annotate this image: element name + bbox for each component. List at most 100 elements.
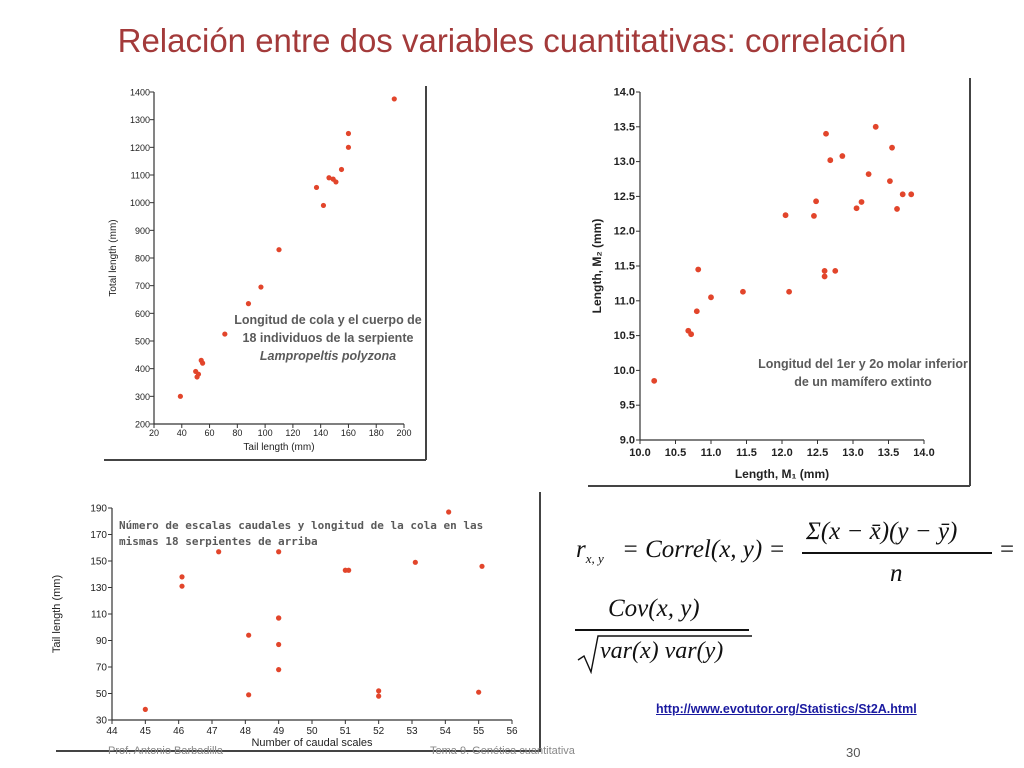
x-tick-label: 51 bbox=[340, 726, 352, 737]
data-point bbox=[338, 166, 345, 173]
y-tick-label: 110 bbox=[91, 610, 107, 621]
x-tick-label: 44 bbox=[106, 726, 118, 737]
data-point bbox=[276, 615, 282, 621]
y-tick-label: 13.0 bbox=[614, 156, 635, 168]
y-tick-label: 50 bbox=[96, 689, 108, 700]
data-point bbox=[688, 331, 695, 338]
data-point bbox=[333, 179, 339, 185]
x-tick-label: 11.5 bbox=[736, 447, 757, 459]
y-tick-label: 11.5 bbox=[614, 261, 635, 273]
data-point bbox=[782, 212, 789, 219]
x-tick-label: 10.5 bbox=[665, 447, 686, 459]
data-point bbox=[476, 689, 482, 695]
x-tick-label: 120 bbox=[285, 428, 300, 438]
data-point bbox=[216, 549, 222, 555]
x-tick-label: 200 bbox=[396, 428, 411, 438]
y-tick-label: 1200 bbox=[130, 143, 150, 153]
x-tick-label: 52 bbox=[373, 726, 385, 737]
caption-chart3: Número de escalas caudales y longitud de… bbox=[119, 519, 484, 548]
y-tick-label: 170 bbox=[90, 530, 107, 541]
y-tick-label: 300 bbox=[135, 392, 150, 402]
y-tick-label: 1400 bbox=[130, 88, 150, 98]
data-point bbox=[276, 667, 282, 673]
y-tick-label: 90 bbox=[96, 636, 108, 647]
data-point bbox=[853, 205, 860, 212]
y-tick-label: 10.0 bbox=[614, 365, 635, 377]
data-point bbox=[811, 212, 817, 219]
formula-equals-end: = bbox=[1000, 536, 1015, 563]
x-axis-label: Length, M₁ (mm) bbox=[735, 467, 829, 481]
data-point bbox=[872, 123, 879, 130]
y-tick-label: 1100 bbox=[131, 171, 150, 181]
data-point bbox=[195, 371, 202, 377]
formula-cov: Cov(x, y) bbox=[608, 595, 700, 622]
formula-fraction-line bbox=[802, 552, 992, 554]
data-point bbox=[142, 706, 148, 712]
y-tick-label: 600 bbox=[135, 309, 150, 319]
formula-var: var(x) var(y) bbox=[600, 638, 724, 664]
data-point bbox=[276, 247, 282, 253]
data-point bbox=[222, 331, 228, 337]
data-point bbox=[832, 267, 839, 274]
formula-correl: = Correl(x, y) = bbox=[622, 536, 786, 563]
evotutor-link[interactable]: http://www.evotutor.org/Statistics/St2A.… bbox=[656, 702, 917, 716]
data-point bbox=[376, 693, 382, 699]
data-point bbox=[821, 273, 828, 280]
data-point bbox=[479, 563, 485, 569]
x-tick-label: 47 bbox=[206, 726, 218, 737]
y-tick-label: 9.5 bbox=[620, 400, 635, 412]
x-tick-label: 46 bbox=[173, 726, 185, 737]
y-tick-label: 10.5 bbox=[614, 330, 635, 342]
data-point bbox=[887, 178, 893, 184]
footer-author: Prof. Antonio Barbadilla bbox=[108, 745, 223, 757]
data-point bbox=[708, 294, 714, 301]
y-tick-label: 30 bbox=[96, 716, 108, 727]
chart-molar: 10.0 10.5 11.0 11.5 12.0 12.5 13.0 13.5 14.0 9.0 9… bbox=[588, 78, 974, 488]
scatter-plot-caudal: 44 45 46 47 48 49 50 51 52 53 54 55 56 30 50 70 90 110 130… bbox=[51, 492, 541, 752]
data-point bbox=[246, 632, 252, 638]
y-tick-label: 800 bbox=[135, 254, 150, 264]
data-point bbox=[827, 157, 834, 164]
formula-denominator: n bbox=[890, 560, 903, 587]
data-point bbox=[345, 130, 352, 137]
caption-chart2: Longitud del 1er y 2o molar inferior de … bbox=[758, 357, 968, 389]
data-point bbox=[276, 549, 282, 555]
caption-chart1-text: Longitud de cola y el cuerpo de 18 indiv… bbox=[234, 313, 422, 345]
x-tick-label: 180 bbox=[369, 428, 384, 438]
y-tick-label: 190 bbox=[90, 504, 107, 515]
formula-numerator: Σ(x − x̄)(y − ȳ) bbox=[806, 518, 958, 545]
data-point bbox=[320, 202, 327, 209]
x-tick-label: 13.5 bbox=[878, 447, 899, 459]
data-point bbox=[179, 574, 185, 580]
formula-lhs: rx, y bbox=[576, 536, 604, 567]
data-point bbox=[412, 559, 418, 565]
data-point bbox=[839, 153, 846, 159]
x-tick-label: 45 bbox=[140, 726, 152, 737]
data-point bbox=[200, 360, 206, 366]
y-tick-label: 400 bbox=[135, 364, 150, 374]
x-tick-label: 11.0 bbox=[701, 447, 722, 459]
chart-caudal: 44 45 46 47 48 49 50 51 52 53 54 55 56 30 50 70 90 110 130… bbox=[48, 490, 548, 752]
data-point bbox=[177, 393, 183, 399]
data-point bbox=[376, 688, 382, 694]
x-tick-label: 40 bbox=[177, 428, 187, 438]
y-tick-label: 150 bbox=[90, 557, 107, 568]
x-tick-label: 55 bbox=[473, 726, 485, 737]
data-point bbox=[246, 692, 252, 698]
data-point bbox=[345, 144, 352, 150]
data-point bbox=[786, 288, 792, 295]
x-tick-label: 20 bbox=[149, 428, 159, 438]
data-point bbox=[346, 567, 352, 573]
x-tick-label: 56 bbox=[506, 726, 518, 737]
y-tick-label: 900 bbox=[135, 226, 150, 236]
x-tick-label: 80 bbox=[232, 428, 242, 438]
x-tick-label: 53 bbox=[406, 726, 418, 737]
y-tick-label: 1000 bbox=[130, 198, 150, 208]
x-tick-label: 13.0 bbox=[842, 447, 863, 459]
x-tick-label: 48 bbox=[240, 726, 252, 737]
caption-chart1: Longitud de cola y el cuerpo de 18 indiv… bbox=[226, 311, 430, 365]
y-tick-label: 12.0 bbox=[614, 226, 635, 238]
formula-subscript: x, y bbox=[585, 551, 604, 566]
data-point bbox=[695, 266, 702, 273]
data-point bbox=[813, 198, 819, 205]
